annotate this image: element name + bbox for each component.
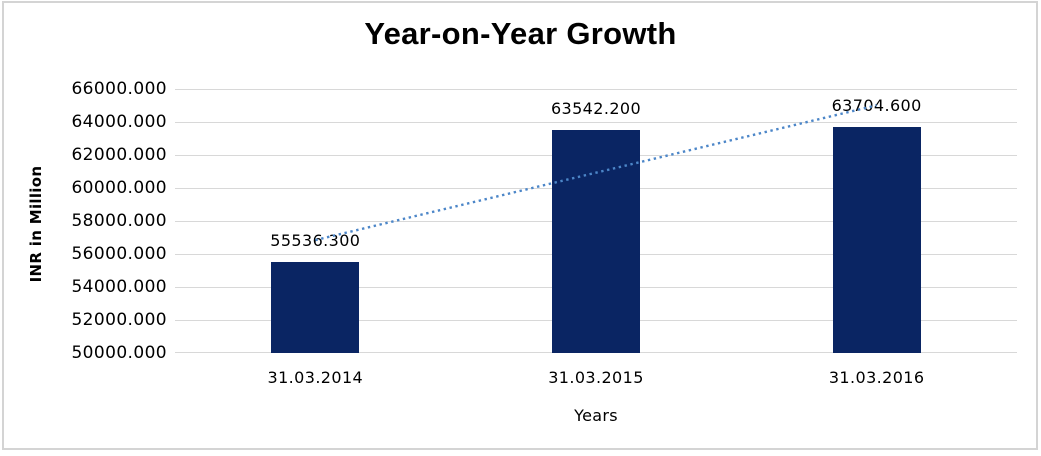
y-axis-tick-label: 50000.000 — [71, 343, 167, 363]
x-axis-tick-label: 31.03.2016 — [828, 368, 925, 387]
trendline — [315, 104, 877, 242]
y-axis-tick-label: 64000.000 — [71, 112, 167, 132]
bar-value-label: 55536.300 — [270, 230, 361, 250]
y-axis-tick-label: 54000.000 — [71, 277, 167, 297]
gridline — [175, 122, 1017, 123]
trendline-path — [315, 104, 877, 242]
plot-area: 55536.300 63542.200 63704.600 — [175, 89, 1017, 353]
y-axis-tick-label: 62000.000 — [71, 145, 167, 165]
gridline — [175, 89, 1017, 90]
bar-value-label: 63542.200 — [550, 98, 642, 118]
y-axis-tick-label: 52000.000 — [71, 310, 167, 330]
y-axis-tick-label: 56000.000 — [71, 244, 167, 264]
bar-31.03.2014 — [271, 261, 360, 353]
chart-title: Year-on-Year Growth — [364, 16, 677, 51]
y-axis-tick-label: 66000.000 — [71, 79, 167, 99]
x-axis-tick-label: 31.03.2015 — [548, 368, 644, 387]
bar-31.03.2016 — [832, 126, 921, 353]
y-axis-tick-label: 58000.000 — [71, 211, 167, 231]
x-axis-title: Years — [574, 406, 618, 425]
y-axis-tick-label: 60000.000 — [71, 178, 167, 198]
x-axis-tick-label: 31.03.2014 — [267, 368, 364, 387]
